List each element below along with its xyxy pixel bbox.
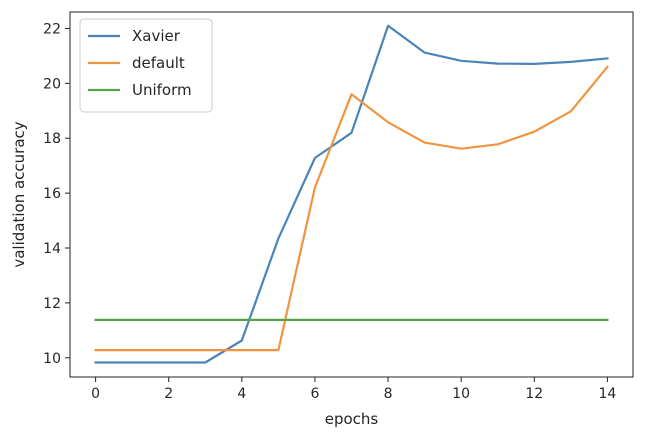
legend-box [79,18,213,113]
x-tick-label: 4 [237,386,246,402]
series-line-xavier [94,24,609,364]
plot-lines [94,24,609,364]
y-tick-label: 14 [43,241,61,257]
legend-label-uniform: Uniform [132,81,192,99]
x-tick-label: 8 [384,386,393,402]
x-tick-label: 10 [452,386,470,402]
y-axis-label: validation accuracy [10,121,28,267]
x-tick-label: 0 [91,386,100,402]
y-tick-label: 22 [43,21,61,37]
x-tick-label: 6 [310,386,319,402]
legend: Xavier default Uniform [79,18,213,113]
y-tick-label: 18 [43,131,61,147]
legend-label-xavier: Xavier [132,27,181,45]
series-line-default [94,65,609,352]
y-tick-label: 12 [43,296,61,312]
y-axis: 10 12 14 16 18 20 22 [43,21,70,367]
x-tick-label: 14 [598,386,616,402]
y-tick-label: 16 [43,186,61,202]
x-tick-label: 12 [525,386,543,402]
x-axis-label: epochs [325,410,379,428]
x-axis: 0 2 4 6 8 10 12 14 [91,377,616,402]
x-tick-label: 2 [164,386,173,402]
legend-label-default: default [132,54,185,72]
y-tick-label: 20 [43,76,61,92]
y-tick-label: 10 [43,351,61,367]
plot-frame [69,11,634,378]
